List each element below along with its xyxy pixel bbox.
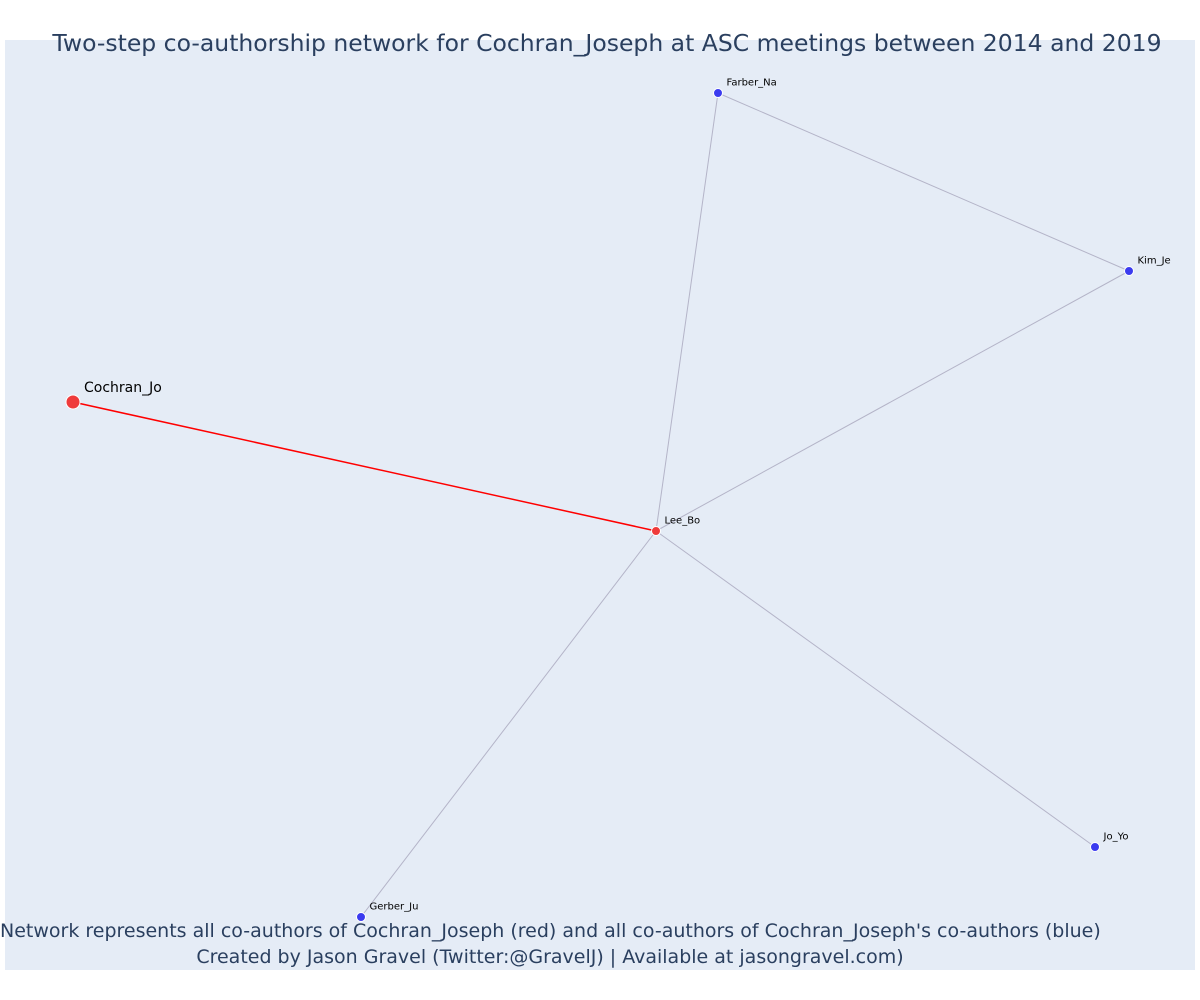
node-Cochran_Jo[interactable] (65, 394, 81, 410)
node-label-Lee_Bo: Lee_Bo (665, 516, 701, 527)
labels-layer: Cochran_Jo Lee_Bo Farber_Na Kim_Je Jo_Yo Gerb… (84, 78, 1171, 913)
chart-title: Two-step co-authorship network for Cochr… (52, 29, 1162, 57)
nodes-layer (65, 88, 1134, 922)
node-label-Gerber_Ju: Gerber_Ju (370, 902, 419, 913)
caption-line-2: Created by Jason Gravel (Twitter:@Gravel… (196, 946, 904, 968)
node-Kim_Je[interactable] (1124, 266, 1134, 276)
node-label-Jo_Yo: Jo_Yo (1103, 832, 1129, 843)
node-Farber_Na[interactable] (713, 88, 723, 98)
node-Gerber_Ju[interactable] (356, 912, 366, 922)
caption-line-1: Network represents all co-authors of Coc… (0, 920, 1101, 942)
node-label-Cochran_Jo: Cochran_Jo (84, 380, 162, 396)
edge-Farber_Na-Kim_Je (717, 92, 1130, 272)
node-label-Kim_Je: Kim_Je (1138, 256, 1171, 267)
edges-layer (72, 92, 1130, 918)
plot-area (5, 40, 1195, 970)
edge-Lee_Bo-Jo_Yo (655, 530, 1096, 848)
edge-Lee_Bo-Kim_Je (655, 270, 1130, 532)
edge-Lee_Bo-Gerber_Ju (360, 530, 657, 918)
node-label-Farber_Na: Farber_Na (727, 78, 777, 89)
edge-Lee_Bo-Farber_Na (655, 92, 719, 532)
node-Lee_Bo[interactable] (651, 526, 661, 536)
caption: Network represents all co-authors of Coc… (0, 918, 1101, 970)
edge-Cochran_Jo-Lee_Bo (72, 401, 657, 532)
node-Jo_Yo[interactable] (1090, 842, 1100, 852)
